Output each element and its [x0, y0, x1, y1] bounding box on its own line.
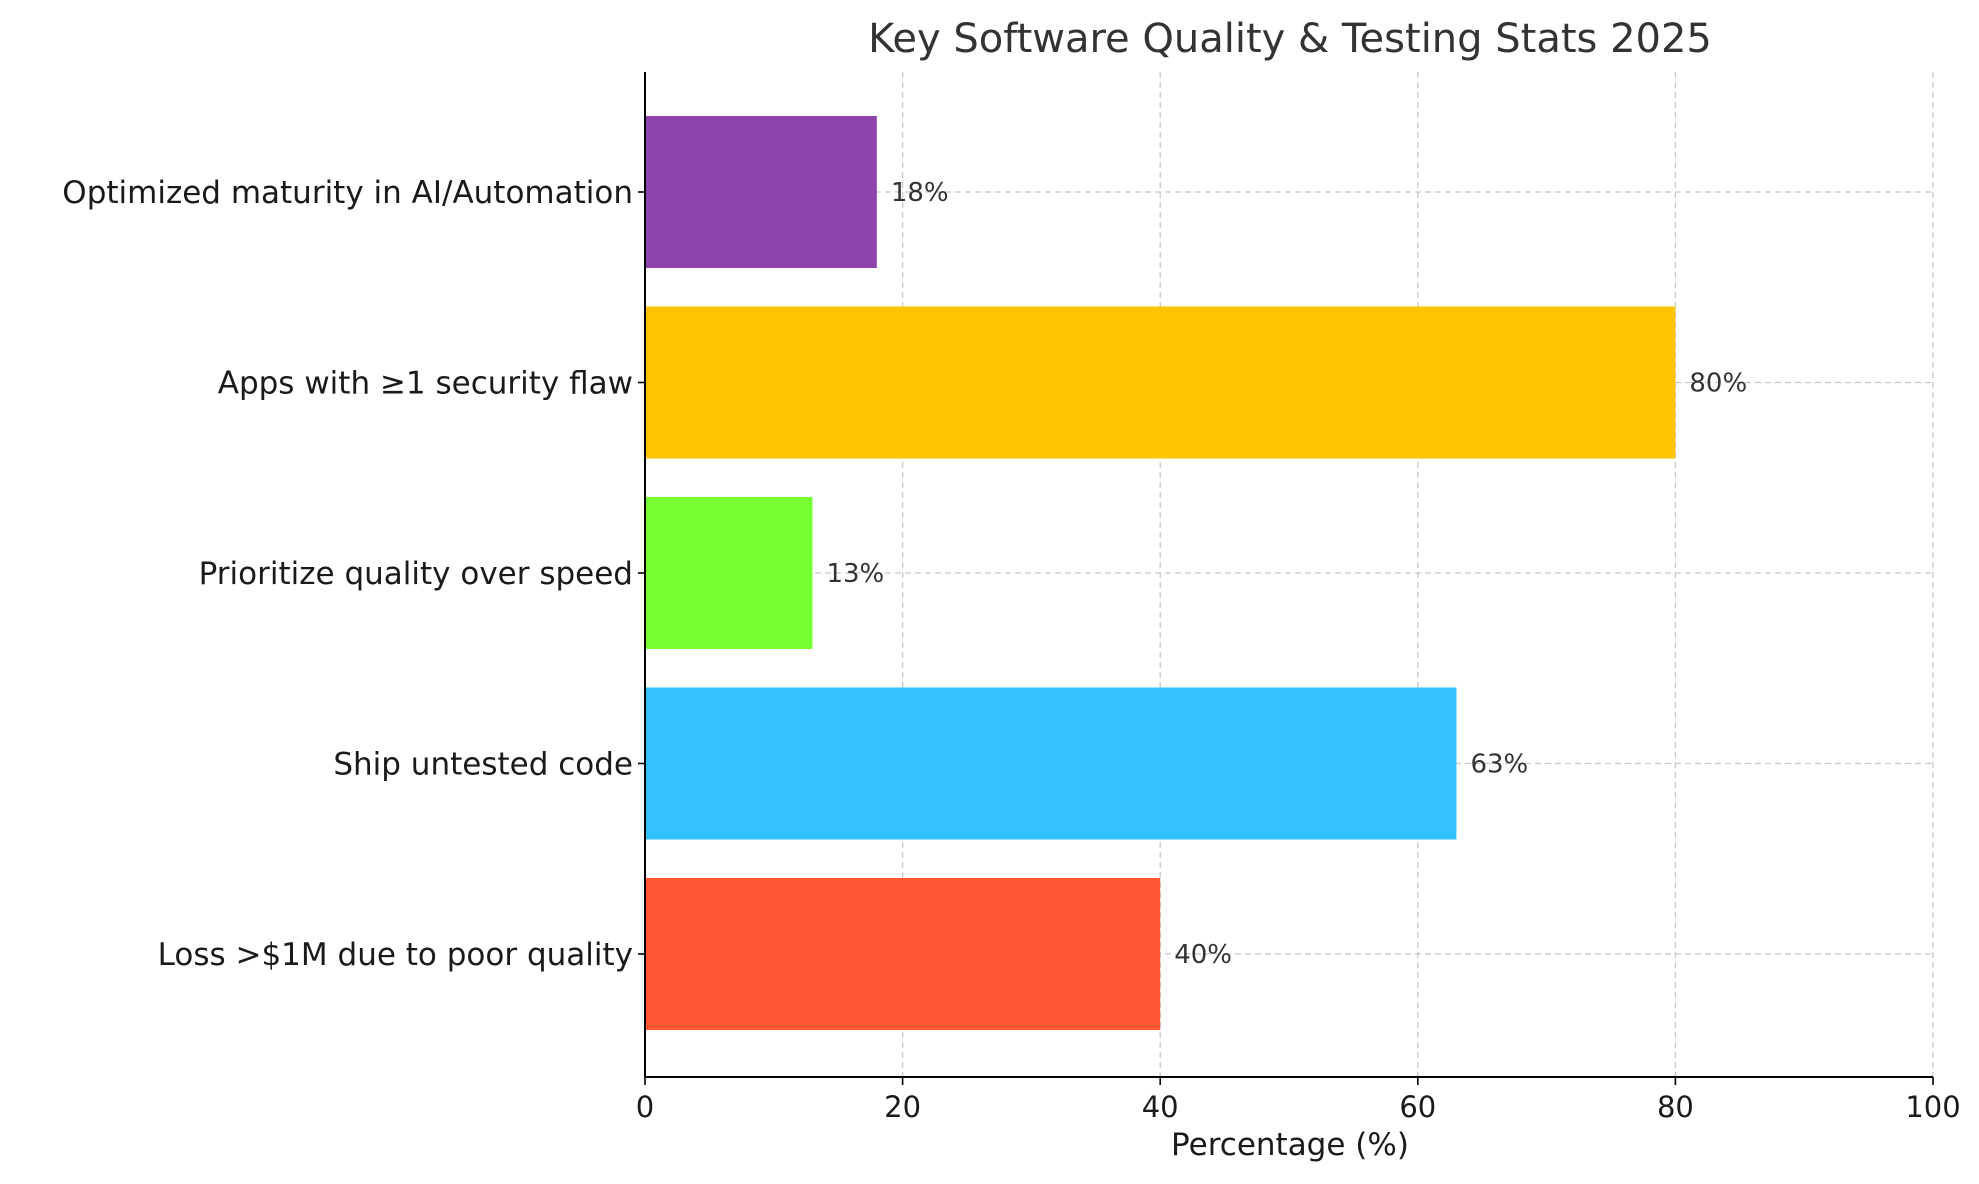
- category-labels: Optimized maturity in AI/Automation Apps …: [62, 175, 633, 973]
- chart-title: Key Software Quality & Testing Stats 202…: [868, 16, 1712, 62]
- axes: 0 20 40 60 80 100: [636, 72, 1961, 1124]
- category-label: Prioritize quality over speed: [199, 556, 633, 592]
- category-label: Loss >$1M due to poor quality: [158, 937, 633, 973]
- category-label: Apps with ≥1 security flaw: [218, 366, 633, 402]
- category-label: Ship untested code: [333, 747, 633, 783]
- category-label: Optimized maturity in AI/Automation: [62, 175, 633, 211]
- value-label: 13%: [826, 559, 884, 589]
- bars: [645, 116, 1676, 1030]
- value-label: 63%: [1470, 750, 1528, 780]
- x-tick-label: 40: [1142, 1090, 1179, 1124]
- x-axis-label: Percentage (%): [1171, 1127, 1409, 1163]
- value-label: 40%: [1174, 940, 1232, 970]
- value-label: 80%: [1689, 369, 1747, 399]
- value-label: 18%: [891, 178, 949, 208]
- x-tick-label: 20: [884, 1090, 921, 1124]
- x-tick-label: 100: [1905, 1090, 1960, 1124]
- x-tick-label: 60: [1399, 1090, 1436, 1124]
- bar: [645, 306, 1676, 459]
- x-tick-label: 0: [636, 1090, 654, 1124]
- bar: [645, 878, 1161, 1030]
- bar: [645, 497, 813, 649]
- bar: [645, 687, 1457, 840]
- value-labels: 18% 80% 13% 63% 40%: [826, 178, 1747, 970]
- x-tick-label: 80: [1657, 1090, 1694, 1124]
- bar: [645, 116, 877, 268]
